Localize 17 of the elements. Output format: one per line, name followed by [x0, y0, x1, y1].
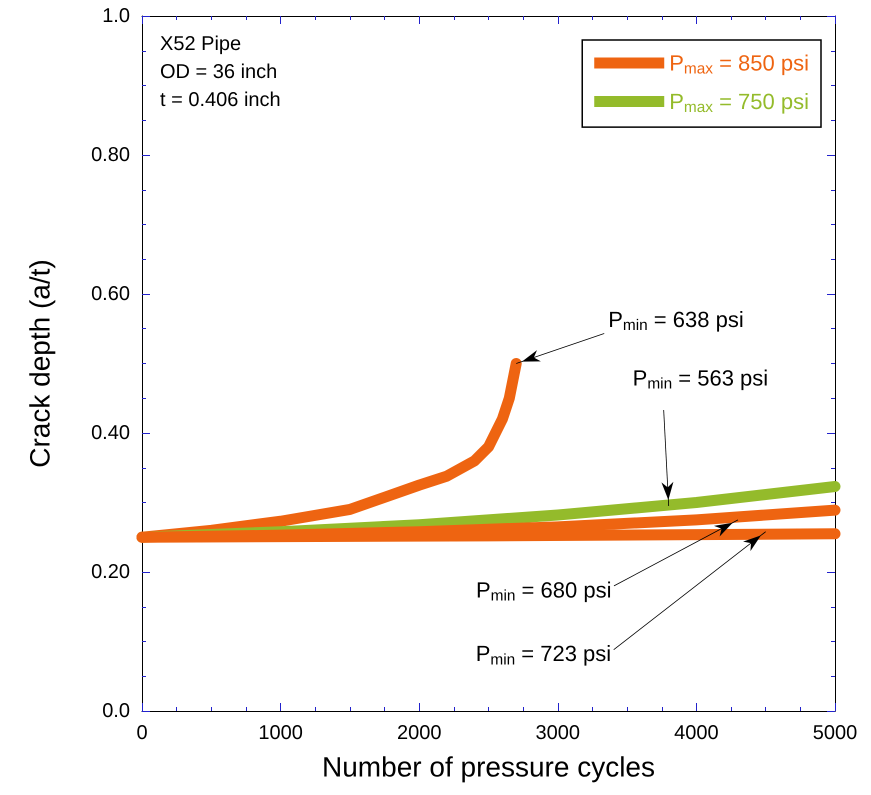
x-tick-label: 2000: [396, 722, 442, 744]
x-tick-label: 4000: [674, 722, 719, 744]
y-tick-label: 0.80: [91, 144, 130, 166]
y-tick-label: 0.0: [102, 700, 130, 722]
y-tick-label: 0.40: [91, 422, 130, 444]
y-tick-label: 1.0: [102, 5, 130, 27]
annotation: t = 0.406 inch: [160, 89, 281, 111]
x-tick-label: 1000: [258, 722, 303, 744]
annotation: OD = 36 inch: [160, 61, 278, 83]
x-tick-label: 0: [136, 722, 148, 744]
x-tick-label: 3000: [536, 722, 580, 744]
y-tick-label: 0.20: [91, 561, 130, 583]
annotation: X52 Pipe: [160, 33, 242, 55]
x-tick-label: 5000: [812, 722, 858, 744]
y-axis-title: Crack depth (a/t): [24, 259, 56, 468]
x-axis-title: Number of pressure cycles: [322, 752, 656, 782]
y-tick-label: 0.60: [91, 283, 130, 305]
